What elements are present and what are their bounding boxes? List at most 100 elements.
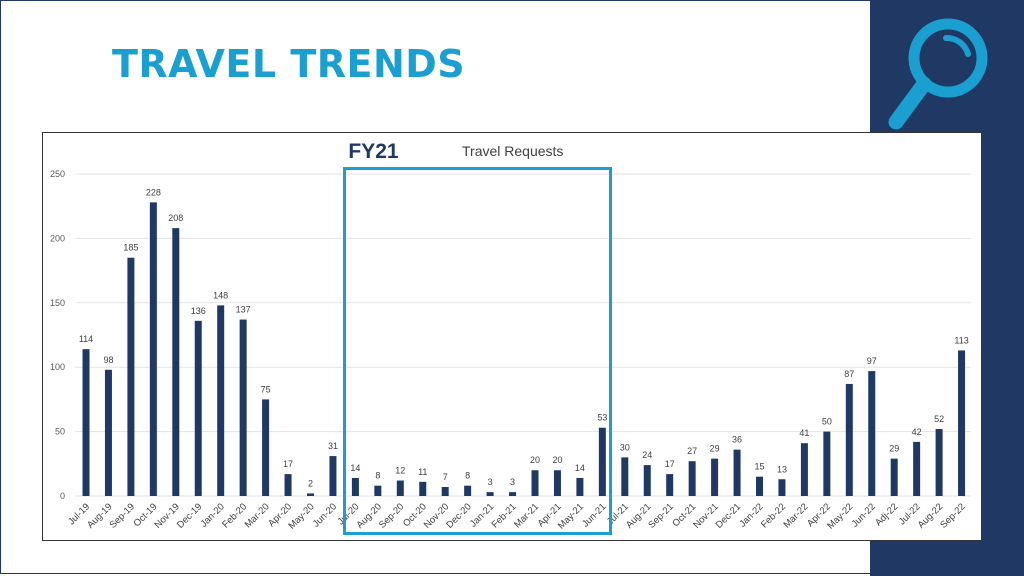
data-label: 75 [261,384,271,394]
bar [913,441,921,496]
bar [553,470,561,496]
data-label: 53 [597,413,607,423]
data-label: 17 [283,459,293,469]
bar [756,476,763,496]
bar [958,350,966,496]
magnifier-icon [888,18,988,130]
data-label: 15 [754,462,764,472]
data-label: 97 [867,356,877,366]
data-label: 52 [934,414,944,424]
y-tick-label: 200 [50,233,65,243]
y-tick-label: 150 [50,298,65,308]
x-tick-label: Adj-22 [873,501,900,528]
data-label: 17 [665,459,675,469]
data-label: 148 [213,290,228,300]
bar [666,474,674,496]
bar [284,474,292,496]
bar [576,477,584,496]
data-label: 41 [799,428,809,438]
bar [149,202,157,496]
bar [262,399,270,496]
data-label: 137 [236,305,251,315]
data-label: 14 [575,463,585,473]
data-label: 14 [350,463,360,473]
data-label: 12 [395,466,405,476]
data-label: 113 [954,335,968,345]
data-label: 3 [488,477,493,487]
x-tick-label: Sep-21 [646,501,675,530]
data-label: 29 [889,444,899,454]
data-label: 98 [103,355,113,365]
data-label: 208 [168,213,183,223]
data-label: 30 [620,442,630,452]
bar [172,228,180,496]
x-tick-label: Jun-20 [311,501,339,529]
data-label: 29 [710,444,720,454]
x-tick-label: Dec-19 [175,501,204,530]
x-tick-label: Mar-22 [781,501,810,530]
x-tick-label: Dec-21 [714,501,743,530]
x-tick-label: May-20 [286,501,316,531]
bar [82,349,90,496]
x-tick-label: Jun-22 [850,501,878,529]
data-label: 27 [687,446,697,456]
data-label: 8 [375,471,380,481]
bar [688,461,696,496]
bar [396,480,404,496]
bar [621,457,629,496]
data-label: 11 [418,467,427,477]
data-label: 87 [844,369,854,379]
bar [531,470,539,496]
data-label: 24 [642,450,652,460]
y-tick-label: 100 [50,362,65,372]
y-tick-label: 50 [55,427,65,437]
data-label: 136 [191,306,206,316]
data-label: 185 [123,243,138,253]
fy21-label: FY21 [348,140,399,163]
data-label: 13 [777,464,787,474]
bar [845,383,853,496]
bar [239,319,247,496]
bar [935,429,943,496]
bar [329,456,337,496]
bar [733,449,741,496]
data-label: 228 [146,187,161,197]
data-label: 42 [912,427,922,437]
bar [419,481,427,496]
bar [104,369,112,496]
bar [464,485,472,496]
x-tick-label: Mar-20 [243,501,272,530]
bar [823,431,831,496]
bar [643,465,651,496]
bar [868,371,876,496]
x-tick-label: May-22 [825,501,855,531]
chart-title: Travel Requests [462,143,564,159]
bar [351,477,359,496]
bar [890,458,898,496]
bar [486,492,494,496]
data-label: 36 [732,435,742,445]
bar [598,427,606,496]
bar [307,493,314,496]
data-label: 20 [530,455,540,465]
y-tick-label: 0 [60,491,65,501]
bar [778,479,786,496]
bar [127,257,135,496]
bar [374,485,382,496]
data-label: 3 [510,477,515,487]
data-label: 114 [79,334,93,344]
bar-chart: 050100150200250114Jul-1998Aug-19185Sep-1… [50,169,971,532]
bar [800,443,808,496]
fy21-highlight-box [343,167,613,535]
y-tick-label: 250 [50,169,65,179]
bar [711,458,719,496]
data-label: 31 [328,441,338,451]
bar [509,492,517,496]
chart-area: 0 50 100 150 200 250 114 Jul-19 98 Aug-19 185 Sep-1… [42,132,982,541]
data-label: 20 [552,455,562,465]
data-label: 8 [465,471,470,481]
data-label: 2 [308,478,313,488]
bar [194,320,202,496]
page-title: TRAVEL TRENDS [112,42,466,86]
x-tick-label: Sep-22 [938,501,967,530]
